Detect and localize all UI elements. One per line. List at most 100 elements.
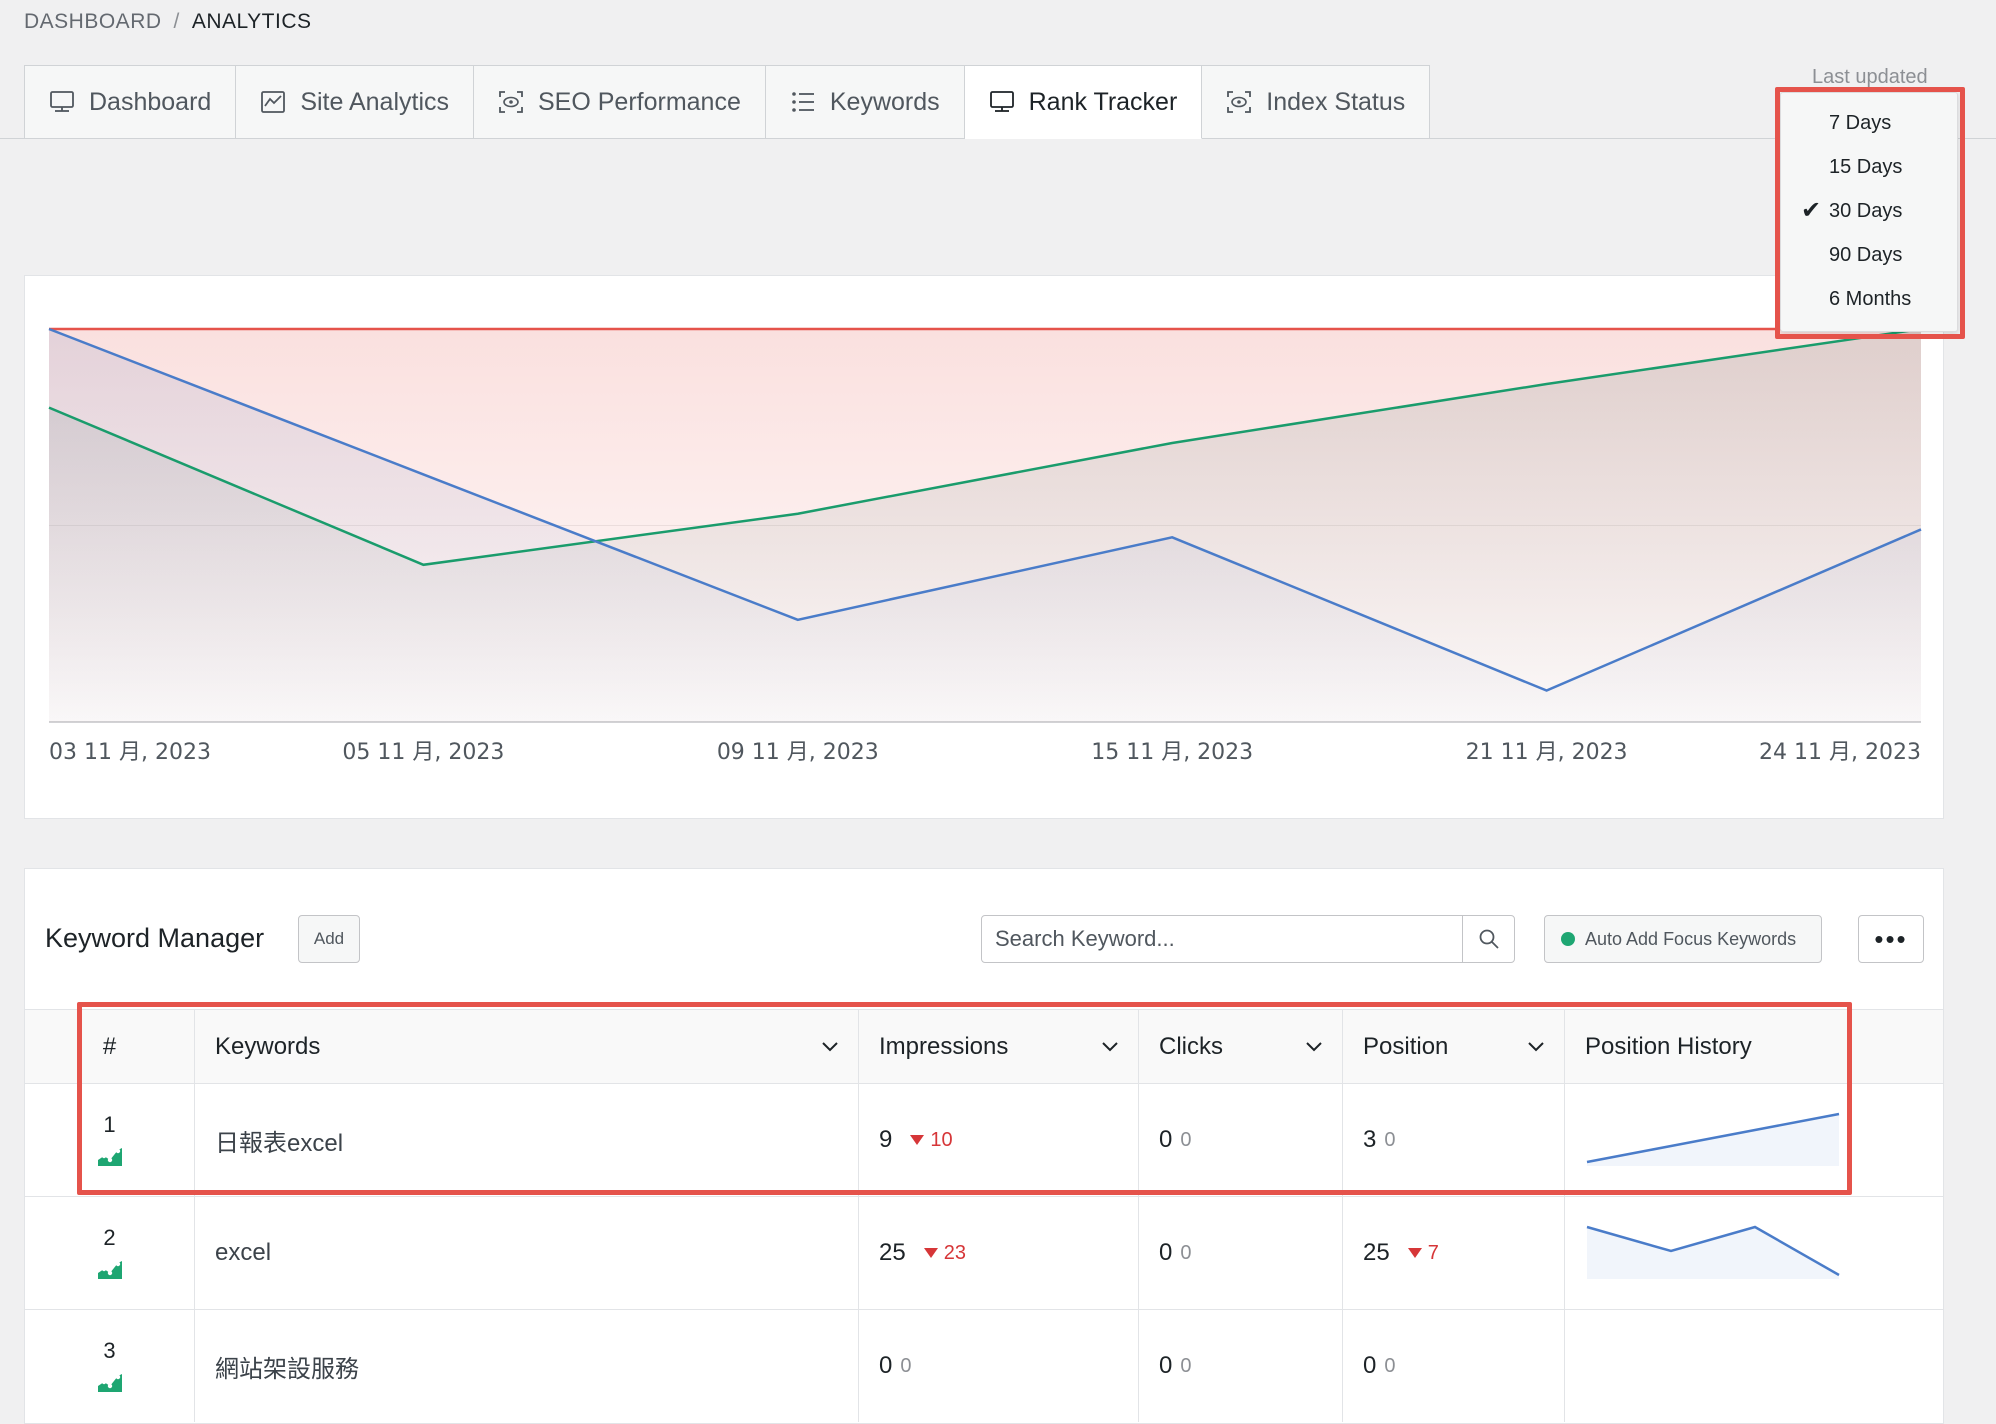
range-option-90-days[interactable]: 90 Days: [1781, 233, 1957, 277]
auto-add-label: Auto Add Focus Keywords: [1585, 928, 1797, 949]
series-line-green[interactable]: [48, 327, 1922, 567]
tab-rank-tracker[interactable]: Rank Tracker: [964, 65, 1203, 139]
column-header-impressions[interactable]: Impressions: [859, 1010, 1139, 1083]
table-row: 3 網站架設服務 0 0 0 0 0 0: [25, 1309, 1943, 1422]
breadcrumb-separator: /: [173, 10, 180, 33]
dropdown-highlight-box: [1775, 87, 1965, 339]
more-options-button[interactable]: •••: [1858, 915, 1924, 963]
position-value: 3: [1363, 1126, 1377, 1153]
keyword-cell[interactable]: 日報表excel: [195, 1084, 859, 1196]
series-area-blue: [49, 329, 1921, 722]
clicks-delta: 0: [1180, 1354, 1192, 1377]
column-header-label: Clicks: [1159, 1032, 1223, 1060]
range-option-6-months[interactable]: 6 Months: [1781, 277, 1957, 321]
impressions-value: 0: [879, 1352, 893, 1379]
monitor-icon: [50, 91, 74, 112]
tab-dashboard[interactable]: Dashboard: [24, 65, 237, 139]
position-delta: 0: [1384, 1354, 1396, 1377]
tab-label: Rank Tracker: [1028, 87, 1178, 116]
clicks-delta: 0: [1180, 1128, 1192, 1151]
column-header-clicks[interactable]: Clicks: [1139, 1010, 1343, 1083]
x-tick-label: 21 11 月, 2023: [1466, 740, 1628, 765]
table-row: 2 excel 25 23 0 0 25 7: [25, 1196, 1943, 1309]
last-updated-label: Last updated: [1812, 66, 1928, 88]
delta-value: 7: [1427, 1241, 1439, 1264]
search-button[interactable]: [1462, 916, 1514, 962]
keyword-search-input[interactable]: [982, 916, 1462, 962]
position-value: 0: [1363, 1352, 1377, 1379]
tab-site-analytics[interactable]: Site Analytics: [236, 65, 474, 139]
keyword-search: [981, 915, 1515, 963]
sparkline-line: [1586, 1225, 1840, 1277]
tab-label: Dashboard: [89, 87, 212, 116]
x-tick-label: 24 11 月, 2023: [1759, 740, 1921, 765]
position-value: 25: [1363, 1239, 1390, 1266]
table-header-row: # Keywords Impressions Clicks Position P…: [25, 1009, 1943, 1083]
tab-label: Keywords: [829, 87, 940, 116]
rank-trend-icon[interactable]: [96, 1257, 124, 1281]
range-option-7-days[interactable]: 7 Days: [1781, 101, 1957, 145]
keyword-manager-title: Keyword Manager: [45, 923, 265, 953]
add-keyword-button[interactable]: Add: [298, 915, 360, 963]
breadcrumb-root[interactable]: DASHBOARD: [24, 10, 162, 33]
position-history-sparkline: [1586, 1225, 1840, 1279]
range-option-15-days[interactable]: 15 Days: [1781, 145, 1957, 189]
eye-scan-icon: [499, 91, 523, 113]
position-delta: 0: [1384, 1128, 1396, 1151]
tab-index-status[interactable]: Index Status: [1202, 65, 1431, 139]
option-label: 7 Days: [1829, 112, 1892, 134]
impressions-delta: 0: [900, 1354, 912, 1377]
position-history-sparkline: [1586, 1112, 1840, 1166]
keyword-table: # Keywords Impressions Clicks Position P…: [25, 1009, 1943, 1422]
row-number: 1: [103, 1112, 116, 1137]
keyword-cell[interactable]: 網站架設服務: [195, 1310, 859, 1422]
sparkline-line: [1586, 1112, 1840, 1164]
search-icon: [1479, 929, 1499, 949]
clicks-delta: 0: [1180, 1241, 1192, 1264]
clicks-value: 0: [1159, 1352, 1173, 1379]
column-header-keywords[interactable]: Keywords: [195, 1010, 859, 1083]
tab-seo-performance[interactable]: SEO Performance: [474, 65, 766, 139]
column-header-label: Impressions: [879, 1032, 1009, 1060]
eye-scan-icon: [1227, 91, 1252, 113]
position-delta: 7: [1407, 1241, 1439, 1265]
option-label: 30 Days: [1829, 200, 1903, 222]
breadcrumb-current: ANALYTICS: [191, 10, 312, 33]
keyword-cell[interactable]: excel: [195, 1197, 859, 1309]
checkmark-icon: ✔: [1801, 197, 1822, 224]
rank-trend-icon[interactable]: [96, 1370, 124, 1394]
impressions-delta: 10: [910, 1128, 953, 1152]
option-label: 15 Days: [1829, 156, 1903, 178]
column-header-position-history: Position History: [1585, 1032, 1752, 1060]
auto-add-focus-keywords-button[interactable]: Auto Add Focus Keywords: [1544, 915, 1822, 963]
column-header-position[interactable]: Position: [1343, 1010, 1565, 1083]
range-option-30-days[interactable]: ✔ 30 Days: [1781, 189, 1957, 233]
row-number: 3: [103, 1338, 116, 1363]
keyword-manager-panel: Keyword Manager Add Auto Add Focus Keywo…: [24, 868, 1944, 1424]
x-tick-label: 03 11 月, 2023: [49, 740, 211, 765]
x-tick-label: 09 11 月, 2023: [717, 740, 879, 765]
delta-value: 23: [943, 1241, 966, 1264]
list-icon: [792, 92, 814, 112]
rank-trend-icon[interactable]: [96, 1144, 124, 1168]
x-tick-label: 05 11 月, 2023: [342, 740, 504, 765]
chart-lines: [48, 327, 1922, 692]
clicks-value: 0: [1159, 1126, 1173, 1153]
breadcrumb: DASHBOARD / ANALYTICS: [24, 10, 312, 34]
date-range-dropdown[interactable]: 7 Days 15 Days ✔ 30 Days 90 Days 6 Months: [1780, 92, 1958, 332]
impressions-value: 25: [879, 1239, 906, 1266]
impressions-delta: 23: [923, 1241, 966, 1265]
chevron-down-icon: [1102, 1042, 1118, 1052]
series-line-blue[interactable]: [48, 327, 1922, 692]
column-header-number: #: [25, 1010, 195, 1083]
column-header-label: Position: [1363, 1032, 1449, 1060]
content-band: [0, 139, 1996, 269]
tab-label: SEO Performance: [538, 87, 741, 116]
chevron-down-icon: [822, 1042, 838, 1052]
delta-value: 10: [930, 1128, 953, 1151]
column-header-label: Keywords: [215, 1032, 321, 1060]
tab-keywords[interactable]: Keywords: [765, 65, 965, 139]
table-row: 1 日報表excel 9 10 0 0 3 0: [25, 1083, 1943, 1196]
chevron-down-icon: [1528, 1042, 1544, 1052]
chevron-down-icon: [1306, 1042, 1322, 1052]
